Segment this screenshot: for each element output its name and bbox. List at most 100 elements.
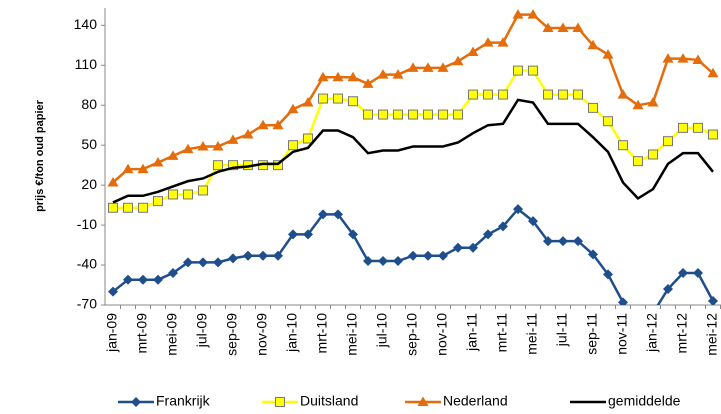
- data-point: [377, 69, 389, 79]
- data-point: [513, 204, 523, 215]
- data-point: [527, 9, 539, 19]
- data-point: [213, 160, 223, 171]
- data-point: [393, 109, 403, 120]
- legend-label: Frankrijk: [156, 393, 211, 409]
- legend-marker: [417, 396, 429, 406]
- data-point: [243, 250, 253, 261]
- data-point: [573, 236, 583, 247]
- data-point: [438, 250, 448, 261]
- y-tick-label: 80: [81, 96, 97, 112]
- data-point: [452, 55, 464, 66]
- data-point: [228, 253, 238, 264]
- data-point: [633, 156, 643, 167]
- data-point: [347, 71, 359, 82]
- data-point: [318, 93, 328, 104]
- data-point: [647, 97, 659, 107]
- data-point: [228, 160, 238, 171]
- data-point: [227, 134, 239, 144]
- x-tick-label: mei-10: [344, 313, 360, 356]
- data-point: [197, 141, 209, 151]
- data-point: [528, 216, 538, 227]
- data-point: [362, 78, 374, 88]
- data-point: [558, 236, 568, 247]
- x-tick-label: sep-10: [404, 313, 420, 356]
- data-point: [708, 129, 718, 140]
- x-tick-label: mrt-10: [314, 313, 330, 354]
- data-point: [602, 49, 614, 59]
- x-tick-label: sep-11: [584, 313, 600, 355]
- legend-label: Duitsland: [300, 393, 358, 409]
- x-tick-label: nov-09: [254, 313, 270, 356]
- data-point: [167, 150, 179, 160]
- data-point: [392, 69, 404, 79]
- data-point: [272, 119, 284, 130]
- legend-marker: [275, 397, 285, 407]
- data-point: [107, 176, 119, 187]
- x-tick-label: mrt-11: [494, 313, 510, 353]
- data-point: [512, 9, 524, 19]
- data-point: [588, 102, 598, 113]
- data-point: [678, 268, 688, 279]
- data-point: [453, 109, 463, 120]
- data-point: [693, 122, 703, 133]
- data-point: [528, 65, 538, 76]
- data-point: [363, 109, 373, 120]
- data-point: [603, 116, 613, 127]
- data-point: [498, 89, 508, 100]
- data-point: [543, 89, 553, 100]
- data-point: [483, 229, 493, 240]
- x-tick-label: jan-12: [644, 313, 660, 353]
- data-point: [662, 53, 674, 63]
- data-point: [123, 274, 133, 285]
- data-point: [407, 62, 419, 72]
- data-point: [572, 22, 584, 32]
- data-point: [632, 99, 644, 110]
- data-point: [257, 119, 269, 130]
- data-point: [482, 37, 494, 47]
- data-point: [317, 71, 329, 82]
- y-tick-label: -70: [77, 296, 97, 312]
- data-point: [123, 202, 133, 213]
- data-point: [678, 122, 688, 133]
- data-point: [183, 257, 193, 268]
- data-point: [108, 286, 118, 297]
- data-point: [663, 136, 673, 147]
- data-point: [618, 140, 628, 151]
- data-point: [378, 109, 388, 120]
- data-point: [617, 89, 629, 99]
- x-tick-label: jan-09: [104, 313, 120, 353]
- data-point: [438, 109, 448, 120]
- x-tick-label: mrt-12: [674, 313, 690, 354]
- x-tick-label: mei-11: [524, 313, 540, 355]
- data-point: [408, 109, 418, 120]
- x-tick-label: mei-09: [164, 313, 180, 356]
- data-point: [273, 160, 283, 171]
- data-point: [468, 89, 478, 100]
- legend-label: Nederland: [443, 393, 508, 409]
- data-point: [558, 89, 568, 100]
- x-tick-label: mrt-09: [134, 313, 150, 354]
- data-point: [378, 256, 388, 267]
- data-point: [303, 133, 313, 144]
- data-point: [287, 103, 299, 114]
- data-point: [393, 256, 403, 267]
- data-point: [138, 274, 148, 285]
- data-point: [557, 22, 569, 32]
- data-point: [663, 284, 673, 295]
- data-point: [348, 229, 358, 240]
- legend-label: gemiddelde: [608, 393, 681, 409]
- data-point: [543, 236, 553, 247]
- data-point: [693, 268, 703, 279]
- legend-marker: [131, 397, 141, 407]
- data-point: [648, 149, 658, 160]
- data-point: [542, 22, 554, 32]
- x-tick-label: mei-12: [704, 313, 720, 356]
- x-tick-label: nov-10: [434, 313, 450, 356]
- data-point: [468, 242, 478, 253]
- data-point: [333, 93, 343, 104]
- data-point: [153, 196, 163, 207]
- y-tick-label: 110: [75, 56, 98, 72]
- data-point: [332, 71, 344, 82]
- x-tick-label: nov-11: [614, 313, 630, 355]
- data-point: [408, 250, 418, 261]
